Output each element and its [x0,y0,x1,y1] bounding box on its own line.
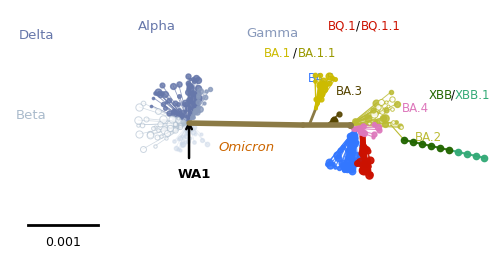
Text: WA1: WA1 [177,168,210,181]
Text: Delta: Delta [18,29,54,42]
Text: 0.001: 0.001 [45,236,81,249]
Text: BQ.1.1: BQ.1.1 [360,19,401,32]
Text: Omicron: Omicron [219,141,275,154]
Text: BA.1: BA.1 [264,47,290,60]
Text: XBB.1: XBB.1 [454,89,490,102]
Text: XBB: XBB [429,89,453,102]
Text: /: / [293,47,297,60]
Text: BQ.1: BQ.1 [328,19,356,32]
Text: Alpha: Alpha [138,20,176,33]
Text: BA.4: BA.4 [402,102,429,115]
Text: BA.2: BA.2 [415,132,442,144]
Text: /: / [356,19,360,32]
Text: Gamma: Gamma [246,27,299,40]
Text: /: / [451,89,455,102]
Text: Beta: Beta [16,109,46,122]
Text: BA.3: BA.3 [336,85,363,98]
Text: BA.5: BA.5 [308,72,335,85]
Text: BA.1.1: BA.1.1 [298,47,337,60]
